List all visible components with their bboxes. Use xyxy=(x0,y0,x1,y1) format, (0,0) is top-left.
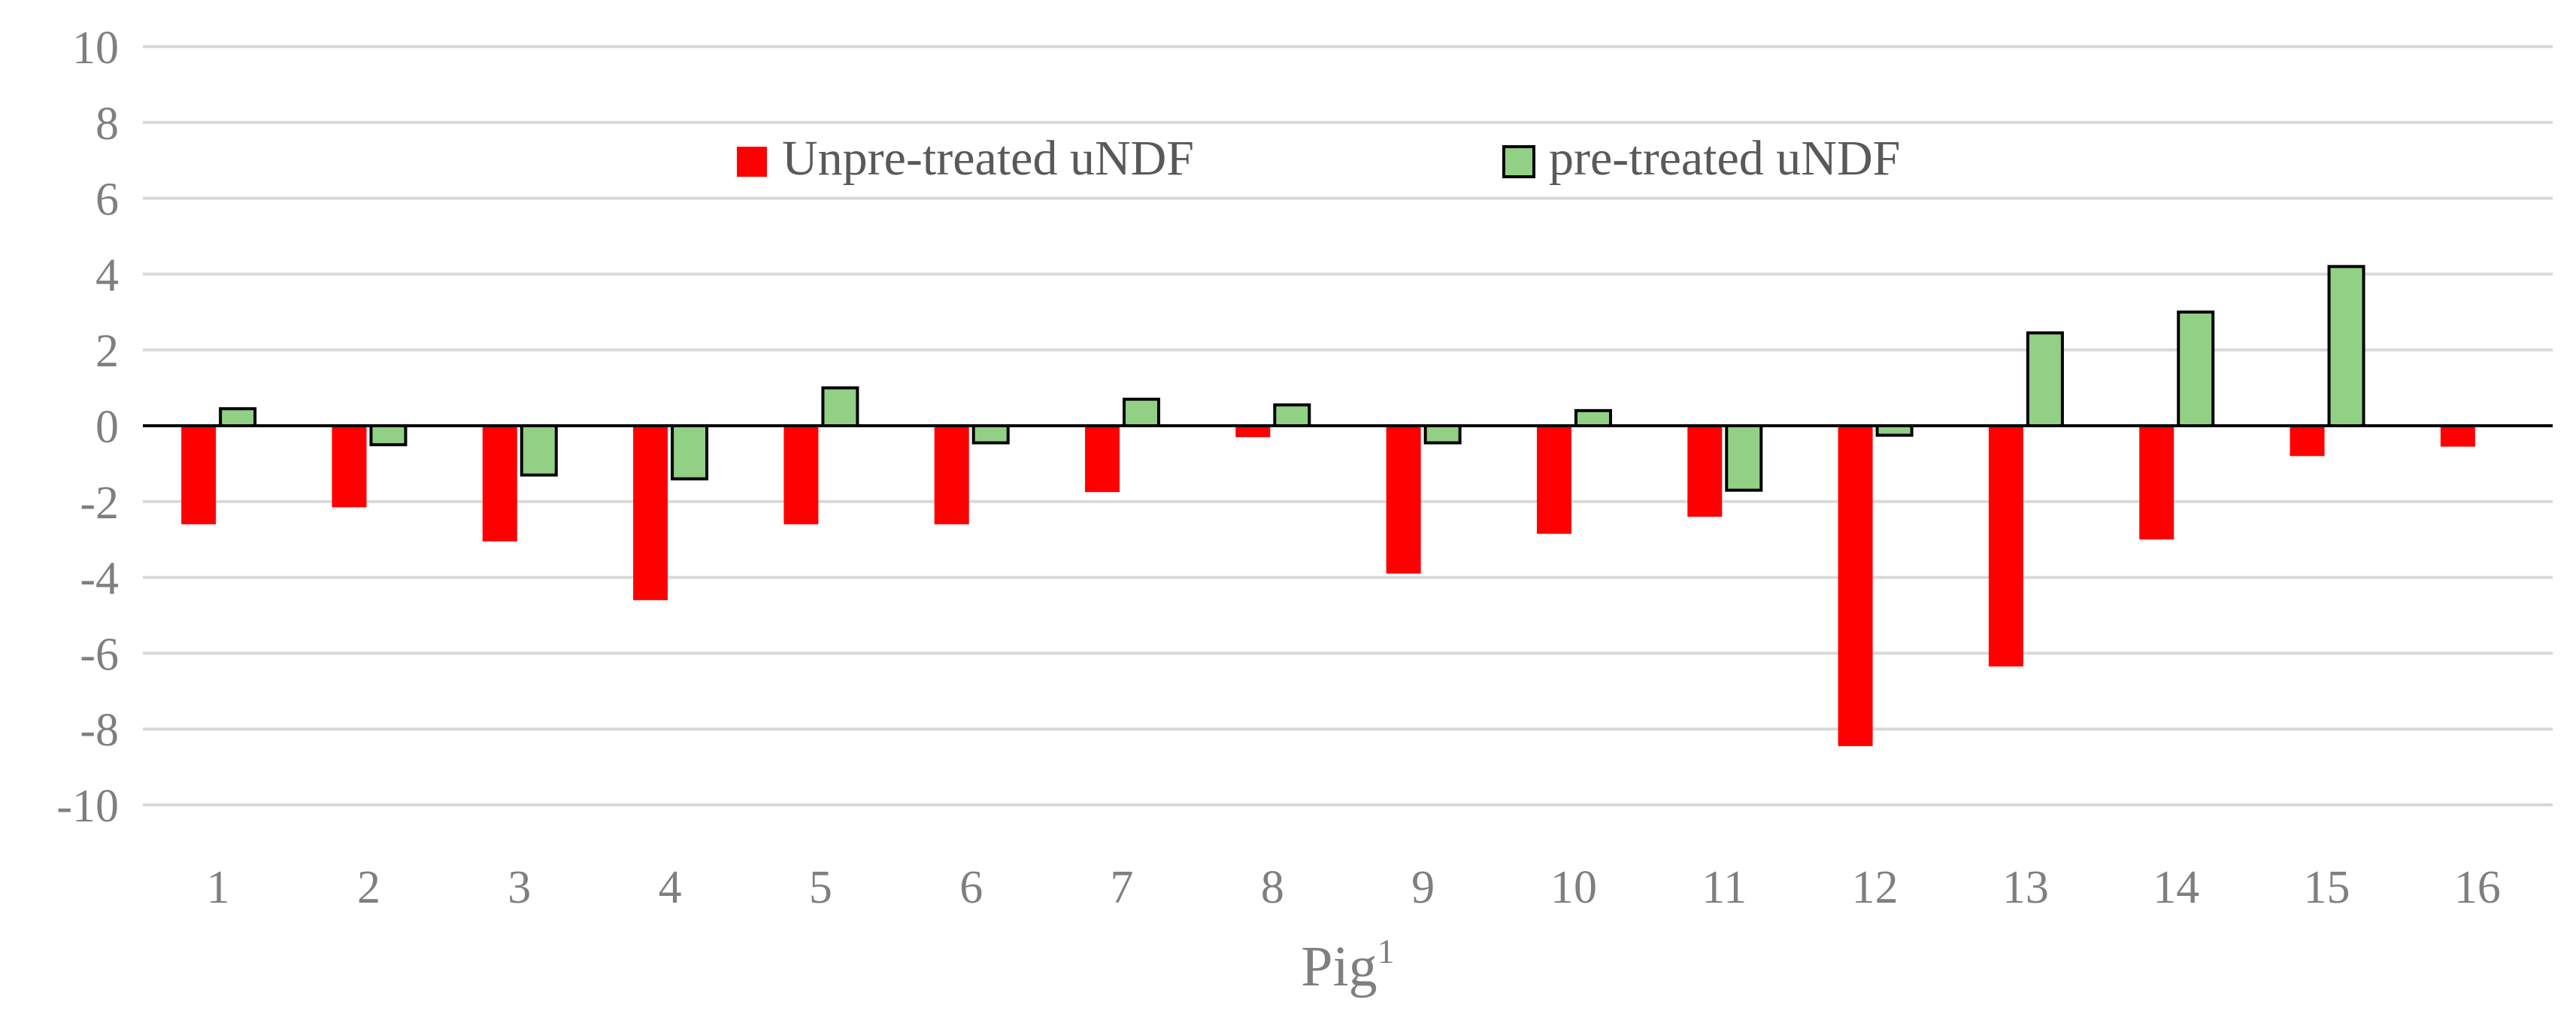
bar-pretreated xyxy=(520,424,558,477)
x-tick-label: 10 xyxy=(1550,862,1597,913)
gridlines xyxy=(143,45,2553,806)
bar-pretreated xyxy=(1423,424,1462,445)
bars xyxy=(181,265,2475,746)
x-tick-label: 16 xyxy=(2454,862,2501,913)
x-tick-label: 1 xyxy=(207,862,230,913)
x-tick-label: 6 xyxy=(959,862,983,913)
y-tick-label: 4 xyxy=(95,250,119,301)
bar-unpretreated xyxy=(1386,426,1421,574)
bar-pretreated xyxy=(971,424,1010,445)
legend-label-unpretreated: Unpre-treated uNDF xyxy=(782,131,1194,186)
legend: Unpre-treated uNDF pre-treated uNDF xyxy=(737,131,1900,186)
x-tick-label: 8 xyxy=(1261,862,1284,913)
x-tick-label: 7 xyxy=(1111,862,1134,913)
bar-unpretreated xyxy=(1687,426,1723,517)
y-tick-label: -6 xyxy=(80,629,119,680)
bar-unpretreated xyxy=(2139,426,2174,540)
y-tick-label: 8 xyxy=(95,99,119,150)
bar-unpretreated xyxy=(181,426,217,525)
bar-unpretreated xyxy=(1235,426,1271,438)
bar-unpretreated xyxy=(1536,426,1571,534)
bar-pretreated xyxy=(1273,403,1311,428)
y-tick-label: 10 xyxy=(72,23,119,74)
legend-swatch-unpretreated xyxy=(737,147,767,177)
bar-unpretreated xyxy=(2290,426,2325,457)
bar-pretreated xyxy=(2026,331,2064,427)
y-tick-label: -4 xyxy=(80,554,119,605)
bar-unpretreated xyxy=(2440,426,2475,447)
x-tick-label: 14 xyxy=(2153,862,2199,913)
y-tick-label: 0 xyxy=(95,402,119,453)
bar-pretreated xyxy=(1574,408,1612,428)
x-axis-label-superscript: 1 xyxy=(1377,932,1395,970)
bar-pretreated xyxy=(671,424,709,481)
bar-pretreated xyxy=(1725,424,1763,492)
bar-pretreated xyxy=(1123,397,1161,427)
y-axis-ticks: 10 8 6 4 2 0 -2 -4 -6 -8 -10 xyxy=(56,23,119,832)
x-tick-label: 5 xyxy=(809,862,832,913)
bar-unpretreated xyxy=(1988,426,2023,667)
bar-pretreated xyxy=(219,407,257,428)
bar-unpretreated xyxy=(482,426,517,542)
bar-unpretreated xyxy=(1085,426,1120,493)
bar-unpretreated xyxy=(1838,426,1873,746)
x-tick-label: 9 xyxy=(1411,862,1435,913)
legend-label-pretreated: pre-treated uNDF xyxy=(1549,131,1900,186)
x-tick-label: 2 xyxy=(357,862,380,913)
bar-pretreated xyxy=(821,386,859,427)
x-tick-label: 4 xyxy=(659,862,682,913)
bar-pretreated xyxy=(2327,265,2365,427)
x-axis-ticks: 1 2 3 4 5 6 7 8 9 10 11 12 13 14 15 16 xyxy=(207,862,2501,913)
bar-unpretreated xyxy=(633,426,668,600)
y-tick-label: 2 xyxy=(95,326,119,377)
x-tick-label: 13 xyxy=(2002,862,2049,913)
bar-unpretreated xyxy=(783,426,819,525)
y-tick-label: -10 xyxy=(56,781,119,832)
x-tick-label: 3 xyxy=(508,862,531,913)
x-axis-label-text: Pig xyxy=(1301,935,1377,998)
y-tick-label: -2 xyxy=(80,478,119,529)
bar-unpretreated xyxy=(934,426,969,525)
x-tick-label: 12 xyxy=(1852,862,1899,913)
y-tick-label: -8 xyxy=(80,705,119,756)
bar-pretreated xyxy=(369,424,408,447)
bar-pretreated xyxy=(2177,310,2215,427)
y-tick-label: 6 xyxy=(95,175,119,226)
x-tick-label: 15 xyxy=(2304,862,2350,913)
x-tick-label: 11 xyxy=(1702,862,1747,913)
bar-unpretreated xyxy=(332,426,367,508)
x-axis-label: Pig1 xyxy=(1301,932,1394,998)
legend-swatch-pretreated xyxy=(1502,145,1535,178)
